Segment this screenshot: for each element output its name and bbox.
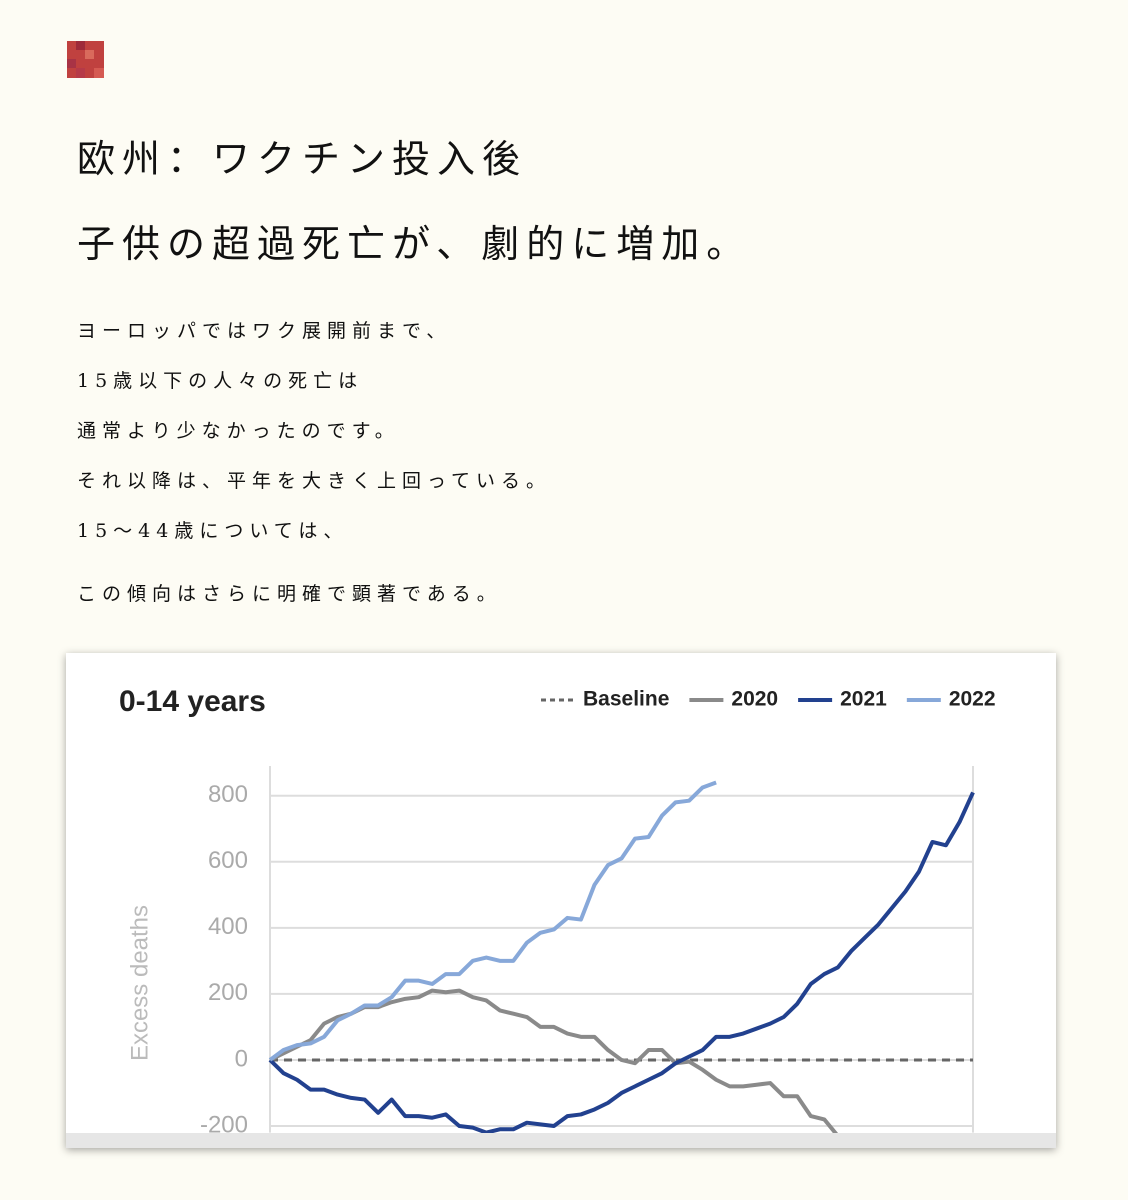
y-tick-label: 600 — [208, 847, 248, 874]
y-tick-label: -200 — [200, 1111, 248, 1138]
y-axis-label: Excess deaths — [126, 905, 153, 1061]
y-tick-label: 0 — [235, 1045, 248, 1072]
chart-card: 0-14 years Excess deaths -200 0 200 400 600 8… — [66, 653, 1056, 1148]
paragraph: それ以降は、平年を大きく上回っている。 — [77, 470, 552, 492]
plot-area — [268, 780, 975, 1133]
y-tick-label: 400 — [208, 913, 248, 940]
avatar — [67, 41, 104, 78]
paragraph: この傾向はさらに明確で顕著である。 — [77, 583, 502, 605]
scrollbar — [66, 1133, 1056, 1148]
y-tick-label: 200 — [208, 979, 248, 1006]
chart: 0-14 years Excess deaths -200 0 200 400 600 8… — [66, 685, 1056, 1148]
legend-label: Baseline — [583, 688, 669, 711]
paragraph: 通常より少なかったのです。 — [77, 420, 400, 442]
title-line: 欧州：ワクチン投入後 — [77, 137, 528, 181]
line-series — [268, 780, 717, 1062]
legend-label: 2022 — [949, 688, 996, 711]
legend-label: 2021 — [840, 688, 887, 711]
paragraph: ヨーロッパではワク展開前まで、 — [77, 320, 452, 342]
paragraph: 15〜44歳については、 — [77, 520, 349, 542]
y-tick-label: 800 — [208, 781, 248, 808]
line-series — [268, 791, 975, 1133]
chart-title: 0-14 years — [119, 685, 266, 718]
paragraph: 15歳以下の人々の死亡は — [77, 370, 364, 392]
legend-label: 2020 — [731, 688, 778, 711]
title-line: 子供の超過死亡が、劇的に増加。 — [77, 222, 752, 266]
